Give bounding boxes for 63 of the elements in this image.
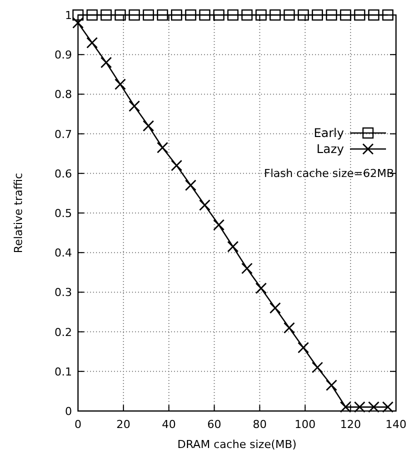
point [284,9,295,21]
point [382,9,394,21]
y-tick-label: 0.9 [54,48,72,62]
y-tick-label: 0 [65,405,72,418]
y-tick-label: 0.3 [54,286,72,300]
point [185,9,196,21]
y-tick-label: 0.8 [54,88,72,102]
point [368,401,380,413]
point [227,9,239,21]
point [100,56,112,68]
legend-label: Early [314,126,344,140]
annotation: Flash cache size=62MB [264,167,394,180]
point [326,380,338,391]
point [199,9,210,21]
point [199,199,210,211]
point [340,9,352,21]
point [72,9,84,21]
x-tick-label: 40 [162,418,176,431]
point [86,37,98,48]
point [128,100,140,112]
point [86,9,98,21]
x-tick-label: 80 [252,418,267,431]
y-tick-label: 0.4 [54,246,72,260]
point [298,342,310,354]
point [368,9,380,21]
point [114,9,126,21]
point [142,120,154,132]
x-tick-label: 0 [74,418,82,431]
point [269,302,281,314]
point [255,9,267,21]
y-tick-label: 1 [65,9,72,22]
y-tick-label: 0.5 [54,207,72,220]
x-tick-label: 20 [116,418,130,431]
point [354,401,366,413]
y-tick-label: 0.1 [54,365,72,378]
point [156,142,168,154]
point [213,9,224,21]
x-tick-label: 120 [340,418,362,431]
point [284,322,295,334]
point [241,9,253,21]
point [255,282,267,294]
point [227,240,239,252]
point [312,9,324,21]
point [100,9,112,21]
point [156,9,168,21]
x-axis-title: DRAM cache size(MB) [177,438,297,451]
y-tick-label: 0.2 [54,326,72,339]
x-tick-label: 60 [207,418,222,431]
y-tick-label: 0.6 [54,167,72,180]
legend-label: Lazy [316,142,344,156]
point [128,9,140,21]
x-tick-label: 140 [386,418,406,431]
point [213,219,225,231]
point [326,9,338,21]
point [142,9,154,21]
point [170,9,182,21]
y-axis-title: Relative traffic [12,172,25,254]
point [270,9,281,21]
point [354,9,366,21]
y-tick-label: 0.7 [54,128,72,141]
point [382,401,394,413]
point [298,9,309,21]
x-tick-label: 100 [294,418,316,431]
